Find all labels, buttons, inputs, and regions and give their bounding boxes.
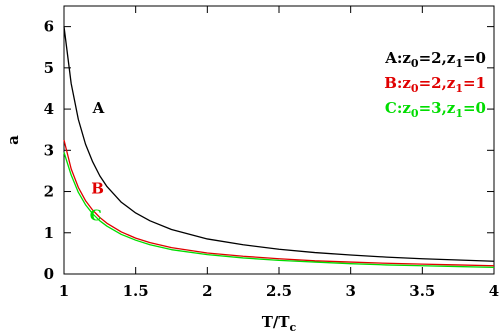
x-axis-title-main: T/T <box>262 313 291 331</box>
plot-frame <box>63 5 495 275</box>
legend-entry-a: A:z0=2,z1=0 <box>384 49 486 70</box>
y-tick-label: 1 <box>44 224 54 242</box>
legend-part: B:z <box>384 74 411 92</box>
y-tick-label: 2 <box>44 183 54 201</box>
x-tick-label: 2.5 <box>266 282 292 300</box>
legend-part: =2,z <box>419 74 456 92</box>
y-tick-label: 5 <box>44 59 54 77</box>
curve-label-c: C <box>90 206 102 224</box>
x-axis-title: T/Tc <box>262 313 297 334</box>
y-tick-label: 3 <box>44 141 54 159</box>
x-tick-label: 1 <box>59 282 69 300</box>
y-tick-label: 6 <box>44 18 54 36</box>
curve-labels: A BC <box>90 99 105 224</box>
legend-part: 0 <box>411 82 419 95</box>
curve-label-a: A <box>92 99 105 117</box>
x-tick-label: 4 <box>489 282 499 300</box>
y-tick-label: 4 <box>44 100 54 118</box>
legend-part: C:z <box>385 99 411 117</box>
y-axis-title: a <box>4 135 22 145</box>
legend-part: 1 <box>455 57 463 70</box>
x-tick-label: 1.5 <box>123 282 149 300</box>
x-tick-label: 3.5 <box>409 282 435 300</box>
legend-part: =2,z <box>419 49 456 67</box>
legend-part: 0 <box>411 107 419 120</box>
series-line-c <box>63 152 495 269</box>
x-tick-label: 3 <box>345 282 355 300</box>
series-line-b <box>63 139 495 267</box>
series-group <box>63 26 495 269</box>
curve-label-b: B <box>91 180 104 198</box>
legend-part: =0 <box>463 99 486 117</box>
legend-part: =3,z <box>419 99 456 117</box>
legend-entry-b: B:z0=2,z1=1 <box>384 74 486 95</box>
x-axis-title-sub: c <box>290 321 297 334</box>
legend-part: =0 <box>463 49 486 67</box>
series-line-a <box>63 26 495 262</box>
y-tick-label: 0 <box>44 265 54 283</box>
legend: A:z0=2,z1=0B:z0=2,z1=1C:z0=3,z1=0 <box>384 49 486 120</box>
legend-entry-c: C:z0=3,z1=0 <box>385 99 486 120</box>
legend-part: A:z <box>384 49 411 67</box>
legend-part: =1 <box>463 74 486 92</box>
legend-part: 0 <box>411 57 419 70</box>
x-tick-label: 2 <box>202 282 212 300</box>
legend-part: 1 <box>455 107 463 120</box>
legend-part: 1 <box>455 82 463 95</box>
